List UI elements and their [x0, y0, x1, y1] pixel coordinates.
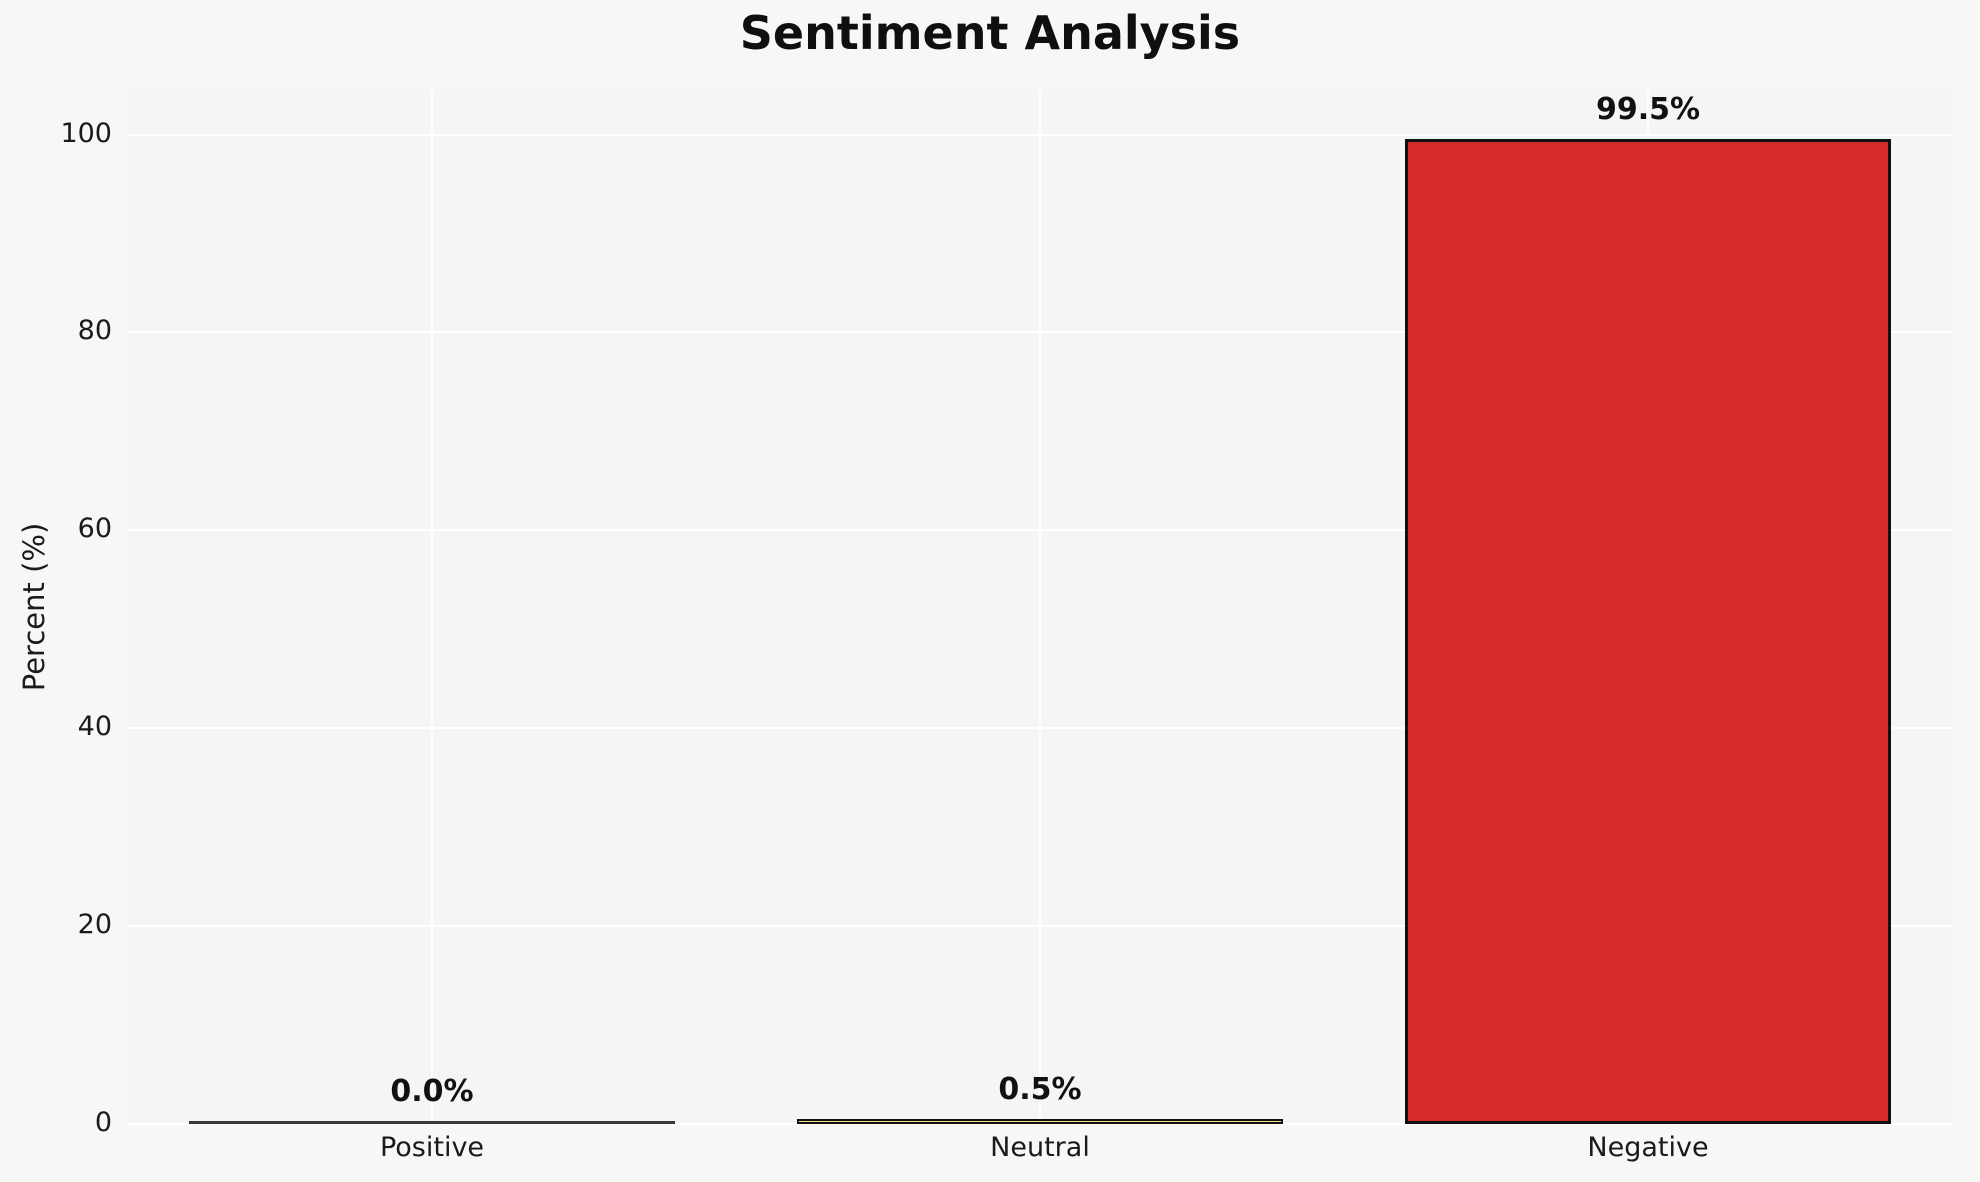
- x-tick-label-negative: Negative: [1587, 1132, 1709, 1163]
- y-tick-label: 20: [77, 909, 112, 941]
- bar-value-label: 99.5%: [1595, 92, 1701, 128]
- vertical-gridline: [1039, 90, 1041, 1124]
- y-axis-label: Percent (%): [17, 522, 51, 692]
- bar-value-label: 0.0%: [390, 1074, 474, 1109]
- y-tick-label: 40: [77, 711, 112, 743]
- y-tick-label: 100: [60, 117, 112, 149]
- x-tick-label-positive: Positive: [379, 1132, 485, 1163]
- bar-neutral: [796, 1119, 1284, 1124]
- y-tick-label: 60: [77, 513, 112, 545]
- bar-negative: [1404, 139, 1892, 1124]
- vertical-gridline: [431, 90, 433, 1124]
- plot-area: 0.0% 0.5% 99.5%: [128, 90, 1952, 1125]
- chart-title: Sentiment Analysis: [739, 6, 1241, 60]
- bar-positive: [188, 1121, 676, 1124]
- bar-value-label: 0.5%: [998, 1072, 1082, 1108]
- y-tick-label: 80: [77, 315, 112, 347]
- x-tick-label-neutral: Neutral: [990, 1132, 1090, 1163]
- y-tick-label: 0: [94, 1107, 112, 1138]
- horizontal-gridline: [128, 1123, 1952, 1125]
